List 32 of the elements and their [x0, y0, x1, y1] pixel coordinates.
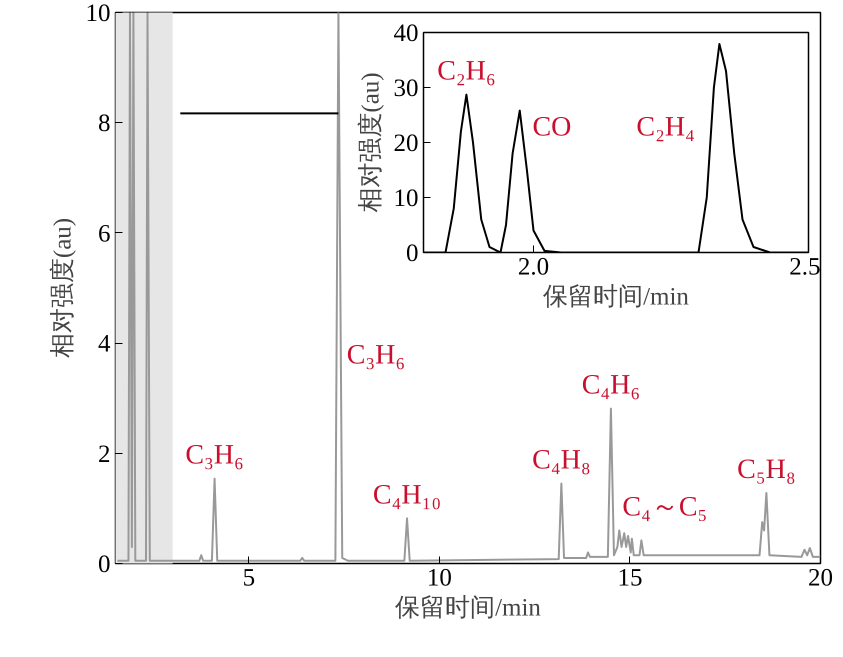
- x-tick-label: 5: [242, 564, 256, 592]
- y-tick-label: 20: [394, 130, 418, 157]
- y-axis-title: 相对强度(au): [48, 218, 76, 358]
- y-tick-label: 4: [98, 330, 111, 358]
- y-tick-label: 2: [98, 440, 110, 468]
- y-tick-label: 0: [98, 551, 110, 578]
- x-tick-label: 2.5: [789, 254, 820, 280]
- y-axis-title: 相对强度(au): [356, 72, 384, 213]
- annotation: C₃H₆: [185, 440, 244, 471]
- y-tick-label: 6: [98, 220, 110, 248]
- y-tick-label: 0: [406, 240, 418, 267]
- line-series: [116, 12, 820, 562]
- annotation: C₄H₈: [532, 444, 591, 476]
- x-tick-label: 10: [426, 564, 452, 592]
- y-tick-label: 10: [86, 0, 110, 27]
- x-tick-label: 15: [617, 564, 642, 592]
- x-axis-title: 保留时间/min: [395, 594, 542, 622]
- y-tick-label: 30: [394, 75, 418, 102]
- annotation: C₄～C₅: [622, 492, 708, 523]
- annotation: C₃H₆: [346, 340, 406, 371]
- annotation: C₄H₁₀: [372, 479, 442, 510]
- annotation: C₅H₈: [737, 454, 796, 485]
- annotation: C₂H₄: [636, 112, 695, 142]
- annotation: C₄H₆: [582, 370, 640, 401]
- y-tick-label: 40: [394, 20, 418, 47]
- annotation: C₂H₆: [437, 56, 496, 87]
- x-tick-label: 2.0: [518, 254, 550, 280]
- x-axis-title: 保留时间/min: [543, 284, 690, 310]
- y-tick-label: 10: [394, 185, 418, 212]
- x-tick-label: 20: [808, 564, 833, 592]
- y-tick-label: 8: [98, 110, 110, 138]
- annotation: CO: [532, 112, 572, 142]
